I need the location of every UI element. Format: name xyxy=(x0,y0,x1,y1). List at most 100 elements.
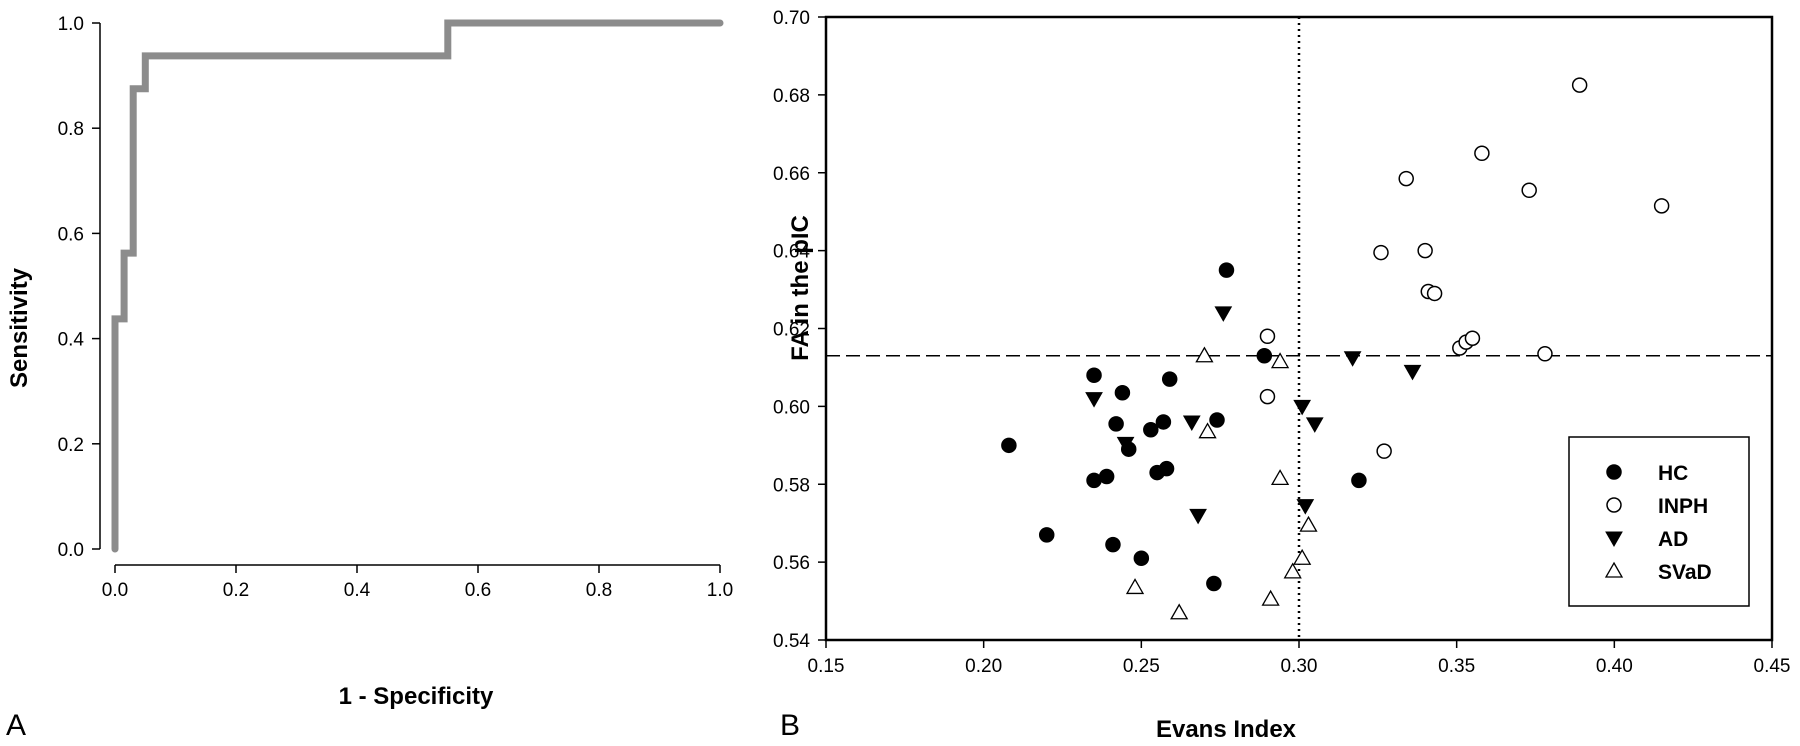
panel-a-x-axis-label: 1 - Specificity xyxy=(339,683,494,710)
panel-b-x-tick-label: 0.25 xyxy=(1123,656,1160,677)
data-point-svad xyxy=(1283,562,1302,579)
panel-a-label: A xyxy=(6,709,26,742)
panel-b-reference-lines xyxy=(826,17,1772,640)
roc-curve xyxy=(111,19,724,553)
panel-a-x-tick-label: 0.6 xyxy=(465,580,491,601)
data-point-ad xyxy=(1116,436,1135,453)
legend-marker-hc xyxy=(1606,464,1622,480)
panel-a-x-tick-label: 0.4 xyxy=(344,580,371,601)
panel-b-data-points xyxy=(1001,77,1670,620)
data-point-inph xyxy=(1373,244,1389,261)
data-point-inph xyxy=(1426,285,1443,302)
data-point-inph xyxy=(1376,443,1392,459)
panel-b-label: B xyxy=(780,709,800,742)
data-point-inph xyxy=(1537,346,1553,362)
panel-a-x-tick-label: 0.8 xyxy=(586,580,612,601)
series-ad xyxy=(1085,306,1422,525)
series-hc xyxy=(1001,262,1367,592)
panel-b-x-tick-label: 0.15 xyxy=(808,656,845,677)
data-point-ad xyxy=(1296,499,1315,515)
data-point-hc xyxy=(1206,575,1222,592)
legend-item-inph: INPH xyxy=(1606,495,1708,518)
data-point-hc xyxy=(1105,536,1121,553)
panel-b-y-tick-label: 0.54 xyxy=(773,631,810,652)
data-point-hc xyxy=(1158,460,1175,477)
panel-a-y-tick-label: 0.0 xyxy=(58,540,84,561)
data-point-ad xyxy=(1189,508,1207,525)
data-point-hc xyxy=(1038,527,1055,543)
data-point-inph xyxy=(1653,198,1670,214)
data-point-svad xyxy=(1261,589,1280,606)
panel-a-y-tick-label: 0.2 xyxy=(58,435,84,456)
data-point-svad xyxy=(1270,352,1290,369)
data-point-svad xyxy=(1198,422,1217,439)
legend-label-svad: SVaD xyxy=(1658,561,1712,584)
legend-marker-svad xyxy=(1604,561,1624,578)
panel-a-y-tick-label: 1.0 xyxy=(58,14,84,35)
legend-label-inph: INPH xyxy=(1658,495,1708,518)
panel-a-y-axis-label: Sensitivity xyxy=(6,267,33,388)
data-point-hc xyxy=(1155,414,1172,430)
panel-b-y-tick-label: 0.70 xyxy=(773,8,810,29)
panel-b-y-axis-label: FA in the pIC xyxy=(787,215,814,361)
panel-b-x-tick-label: 0.30 xyxy=(1281,656,1318,677)
data-point-hc xyxy=(1351,472,1367,489)
data-point-ad xyxy=(1293,399,1312,416)
panel-b-legend: HC INPH AD SVaD xyxy=(1568,436,1750,607)
legend-label-hc: HC xyxy=(1658,462,1688,485)
panel-b-axes: 0.15 0.20 0.25 0.30 0.35 0.40 0.45 0.54 0.56 0.58… xyxy=(773,8,1790,677)
legend-marker-inph xyxy=(1606,497,1622,513)
data-point-ad xyxy=(1182,415,1201,431)
panel-a-roc-chart: 0.0 0.2 0.4 0.6 0.8 1.0 0.0 0.2 0.4 0.6 0.8 1.0 1 -… xyxy=(6,14,733,742)
data-point-ad xyxy=(1305,417,1324,433)
data-point-hc xyxy=(1143,421,1159,438)
data-point-inph xyxy=(1417,242,1433,259)
legend-box xyxy=(1568,436,1750,607)
panel-a-axes: 0.0 0.2 0.4 0.6 0.8 1.0 0.0 0.2 0.4 0.6 0.8 1.0 xyxy=(58,14,734,601)
panel-a-y-tick-label: 0.4 xyxy=(58,330,85,351)
data-point-hc xyxy=(1086,472,1102,489)
data-point-hc xyxy=(1209,412,1225,428)
data-point-ad xyxy=(1214,306,1233,322)
data-point-ad xyxy=(1403,364,1422,381)
panel-b-y-tick-label: 0.66 xyxy=(773,164,810,185)
data-point-inph xyxy=(1474,145,1490,162)
data-point-svad xyxy=(1299,515,1318,532)
data-point-hc xyxy=(1108,416,1124,432)
legend-item-ad: AD xyxy=(1605,528,1688,551)
series-svad xyxy=(1125,346,1318,620)
data-point-inph xyxy=(1259,328,1276,345)
roc-curve-line xyxy=(111,19,724,553)
data-point-inph xyxy=(1464,330,1481,346)
panel-a-y-tick-label: 0.8 xyxy=(58,119,84,140)
data-point-hc xyxy=(1256,348,1273,364)
data-point-svad xyxy=(1170,603,1189,620)
data-point-hc xyxy=(1001,437,1017,454)
panel-b-scatter-chart: 0.15 0.20 0.25 0.30 0.35 0.40 0.45 0.54 0.56 0.58… xyxy=(773,8,1790,743)
panel-b-y-tick-label: 0.62 xyxy=(773,320,810,341)
panel-a-y-tick-label: 0.6 xyxy=(58,224,84,245)
data-point-hc xyxy=(1133,550,1150,566)
panel-b-x-tick-label: 0.40 xyxy=(1596,656,1633,677)
panel-a-x-tick-label: 0.0 xyxy=(102,580,128,601)
data-point-hc xyxy=(1114,384,1131,401)
panel-a-x-tick-label: 1.0 xyxy=(707,580,733,601)
data-point-inph xyxy=(1259,388,1276,405)
panel-b-x-axis-label: Evans Index xyxy=(1156,716,1297,743)
data-point-svad xyxy=(1195,346,1214,363)
data-point-inph xyxy=(1521,182,1537,199)
panel-b-y-tick-label: 0.64 xyxy=(773,242,810,263)
panel-b-y-tick-label: 0.56 xyxy=(773,553,810,574)
legend-label-ad: AD xyxy=(1658,528,1688,551)
data-point-svad xyxy=(1125,578,1145,595)
panel-b-x-tick-label: 0.45 xyxy=(1754,656,1791,677)
legend-marker-ad xyxy=(1605,531,1623,548)
data-point-hc xyxy=(1218,262,1235,278)
legend-item-hc: HC xyxy=(1606,462,1688,485)
panel-b-y-tick-label: 0.58 xyxy=(773,475,810,496)
panel-a-x-tick-label: 0.2 xyxy=(223,580,249,601)
panel-b-y-tick-label: 0.68 xyxy=(773,86,810,107)
series-inph xyxy=(1259,77,1670,459)
data-point-ad xyxy=(1343,351,1362,367)
